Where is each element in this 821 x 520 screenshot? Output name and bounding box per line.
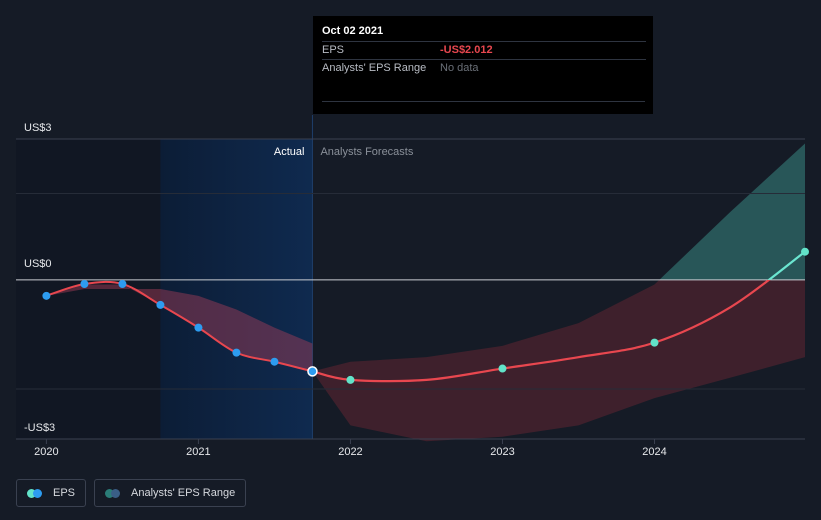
x-tick-label: 2022 xyxy=(338,446,362,458)
forecast-range-band-positive xyxy=(659,143,805,280)
eps-forecast-point xyxy=(650,338,659,347)
legend: EPS Analysts' EPS Range xyxy=(16,479,247,507)
eps-actual-point xyxy=(270,357,279,366)
tooltip-date: Oct 02 2021 xyxy=(322,25,384,37)
actual-eps-range-band xyxy=(46,284,313,372)
eps-actual-point xyxy=(42,291,51,300)
legend-range-button[interactable]: Analysts' EPS Range xyxy=(94,479,247,507)
eps-forecast-point xyxy=(498,364,507,373)
y-tick-label: US$0 xyxy=(24,258,52,270)
x-tick-label: 2020 xyxy=(34,446,58,458)
eps-actual-point xyxy=(80,280,89,288)
x-tick-label: 2021 xyxy=(186,446,210,458)
tooltip-eps-label: EPS xyxy=(322,44,345,56)
x-tick-label: 2023 xyxy=(490,446,514,458)
tooltip-range-row: Analysts' EPS Range No data xyxy=(322,59,646,77)
y-tick-label: -US$3 xyxy=(24,422,55,434)
actual-section-label: Actual xyxy=(274,146,305,158)
eps-forecast-point xyxy=(801,247,809,256)
x-tick-label: 2024 xyxy=(642,446,666,458)
tooltip-range-value: No data xyxy=(440,62,479,74)
tooltip-eps-value: -US$2.012 xyxy=(440,44,493,56)
eps-actual-point xyxy=(194,323,203,332)
tooltip-divider xyxy=(322,101,645,102)
legend-eps-button[interactable]: EPS xyxy=(16,479,87,507)
tooltip-range-label: Analysts' EPS Range xyxy=(322,62,427,74)
eps-actual-point xyxy=(118,280,127,288)
legend-eps-label: EPS xyxy=(53,487,76,499)
eps-actual-point xyxy=(232,348,241,357)
forecast-range-band-negative xyxy=(312,279,805,442)
legend-range-label: Analysts' EPS Range xyxy=(131,487,236,499)
eps-legend-icon xyxy=(27,488,45,498)
tooltip: Oct 02 2021 EPS -US$2.012 Analysts' EPS … xyxy=(313,16,653,114)
eps-forecast-line xyxy=(312,279,771,383)
tooltip-eps-row: EPS -US$2.012 xyxy=(322,41,646,59)
range-legend-icon xyxy=(105,488,123,498)
y-tick-label: US$3 xyxy=(24,122,52,134)
actual-highlight-region xyxy=(160,139,313,439)
eps-actual-point xyxy=(307,366,318,377)
eps-forecast-point xyxy=(346,375,355,384)
forecast-section-label: Analysts Forecasts xyxy=(320,146,413,158)
eps-actual-point xyxy=(156,300,165,309)
